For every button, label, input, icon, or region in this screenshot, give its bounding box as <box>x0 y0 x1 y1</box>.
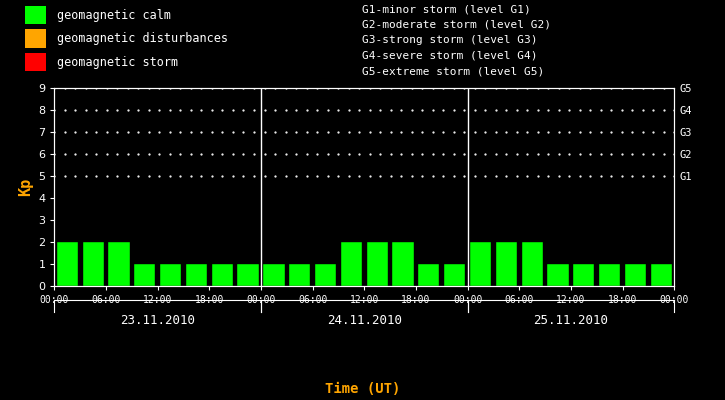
Text: 24.11.2010: 24.11.2010 <box>327 314 402 327</box>
Bar <box>496 242 517 286</box>
Bar <box>134 264 155 286</box>
Bar <box>625 264 646 286</box>
Bar <box>212 264 233 286</box>
Bar <box>392 242 414 286</box>
Bar <box>599 264 621 286</box>
Text: G2-moderate storm (level G2): G2-moderate storm (level G2) <box>362 20 552 30</box>
Text: G5-extreme storm (level G5): G5-extreme storm (level G5) <box>362 66 544 76</box>
Bar <box>25 53 46 72</box>
Bar <box>160 264 181 286</box>
Bar <box>289 264 310 286</box>
Text: G1-minor storm (level G1): G1-minor storm (level G1) <box>362 4 531 14</box>
Bar <box>470 242 491 286</box>
Bar <box>418 264 439 286</box>
Text: geomagnetic calm: geomagnetic calm <box>57 9 170 22</box>
Bar <box>547 264 568 286</box>
Bar <box>83 242 104 286</box>
Bar <box>57 242 78 286</box>
Bar <box>263 264 284 286</box>
Text: G4-severe storm (level G4): G4-severe storm (level G4) <box>362 51 538 61</box>
Bar <box>521 242 543 286</box>
Text: 23.11.2010: 23.11.2010 <box>120 314 195 327</box>
Bar <box>108 242 130 286</box>
Text: G3-strong storm (level G3): G3-strong storm (level G3) <box>362 35 538 45</box>
Bar <box>651 264 672 286</box>
Text: geomagnetic disturbances: geomagnetic disturbances <box>57 32 228 45</box>
Bar <box>315 264 336 286</box>
Bar <box>573 264 594 286</box>
Bar <box>238 264 259 286</box>
Y-axis label: Kp: Kp <box>17 178 33 196</box>
Bar <box>25 29 46 48</box>
Text: 25.11.2010: 25.11.2010 <box>534 314 608 327</box>
Bar <box>367 242 388 286</box>
Bar <box>25 6 46 24</box>
Text: Time (UT): Time (UT) <box>325 382 400 396</box>
Bar <box>444 264 465 286</box>
Bar <box>341 242 362 286</box>
Text: geomagnetic storm: geomagnetic storm <box>57 56 178 69</box>
Bar <box>186 264 207 286</box>
